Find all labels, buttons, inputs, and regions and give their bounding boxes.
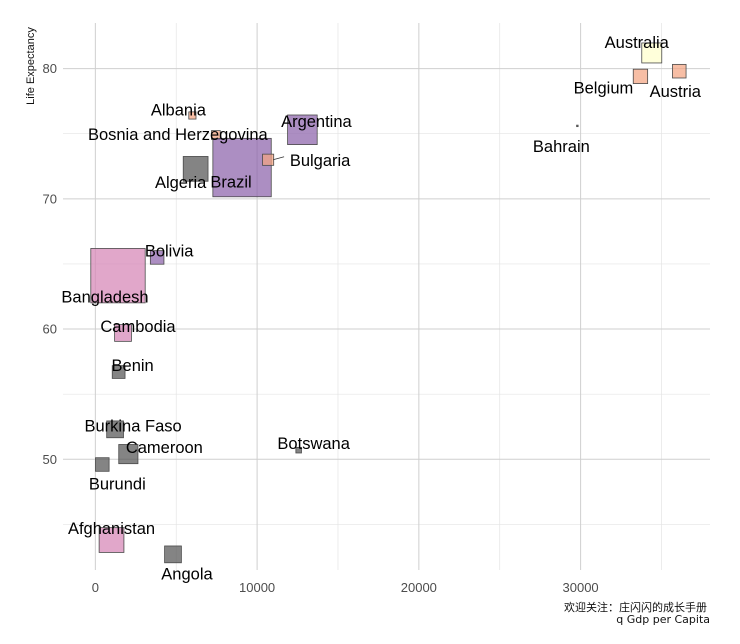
marker-brazil bbox=[212, 137, 272, 198]
label-brazil: Brazil bbox=[210, 174, 251, 192]
x-axis-label: q Gdp per Capita bbox=[616, 613, 710, 626]
label-bosnia-and-herzegovina: Bosnia and Herzegovina bbox=[88, 126, 269, 144]
leader-bulgaria bbox=[272, 156, 285, 161]
marker-bolivia bbox=[149, 250, 165, 265]
label-benin: Benin bbox=[112, 357, 154, 375]
marker-bulgaria bbox=[262, 153, 275, 166]
label-cameroon: Cameroon bbox=[126, 439, 203, 457]
marker-cambodia bbox=[114, 324, 132, 342]
y-axis-label: Life Expectancy bbox=[25, 27, 37, 105]
marker-bangladesh bbox=[90, 248, 146, 304]
marker-algeria bbox=[182, 156, 209, 182]
marker-australia bbox=[641, 42, 663, 64]
y-tick-label: 70 bbox=[43, 191, 57, 206]
axis-ticks: 0 10000 20000 30000 50 60 70 80 bbox=[43, 61, 599, 595]
label-botswana: Botswana bbox=[277, 435, 350, 453]
label-bolivia: Bolivia bbox=[145, 242, 194, 260]
marker-afghanistan bbox=[98, 527, 125, 553]
marker-benin bbox=[111, 365, 126, 379]
label-afghanistan: Afghanistan bbox=[68, 520, 155, 538]
marker-argentina bbox=[287, 114, 318, 145]
label-bulgaria: Bulgaria bbox=[290, 152, 351, 170]
x-tick-label: 10000 bbox=[239, 580, 275, 595]
label-australia: Australia bbox=[605, 34, 670, 52]
label-belgium: Belgium bbox=[574, 79, 634, 97]
label-bangladesh: Bangladesh bbox=[61, 289, 148, 307]
marker-angola bbox=[164, 545, 182, 564]
leader-lines bbox=[272, 156, 285, 161]
label-albania: Albania bbox=[151, 101, 207, 119]
marker-burundi bbox=[95, 457, 110, 472]
label-bahrain: Bahrain bbox=[533, 138, 590, 156]
marker-belgium bbox=[632, 68, 649, 84]
markers bbox=[90, 42, 687, 564]
label-angola: Angola bbox=[161, 565, 213, 583]
point-labels: Afghanistan Albania Algeria Angola Argentina… bbox=[61, 34, 701, 583]
marker-cameroon bbox=[118, 444, 139, 465]
y-tick-label: 50 bbox=[43, 452, 57, 467]
x-tick-label: 20000 bbox=[401, 580, 437, 595]
label-burundi: Burundi bbox=[89, 476, 146, 494]
marker-austria bbox=[672, 63, 687, 79]
label-argentina: Argentina bbox=[281, 113, 352, 131]
label-burkina-faso: Burkina Faso bbox=[84, 417, 181, 435]
marker-albania bbox=[188, 111, 197, 120]
marker-botswana bbox=[295, 446, 302, 454]
marker-bahrain bbox=[576, 124, 579, 128]
grid bbox=[63, 23, 710, 570]
caption: 欢迎关注：庄闪闪的成长手册 bbox=[564, 600, 707, 614]
label-algeria: Algeria bbox=[155, 174, 207, 192]
label-cambodia: Cambodia bbox=[100, 318, 176, 336]
label-austria: Austria bbox=[650, 83, 702, 101]
y-tick-label: 60 bbox=[43, 322, 57, 337]
marker-burkina-faso bbox=[106, 420, 124, 439]
x-tick-label: 0 bbox=[92, 580, 99, 595]
y-tick-label: 80 bbox=[43, 61, 57, 76]
x-tick-label: 30000 bbox=[563, 580, 599, 595]
